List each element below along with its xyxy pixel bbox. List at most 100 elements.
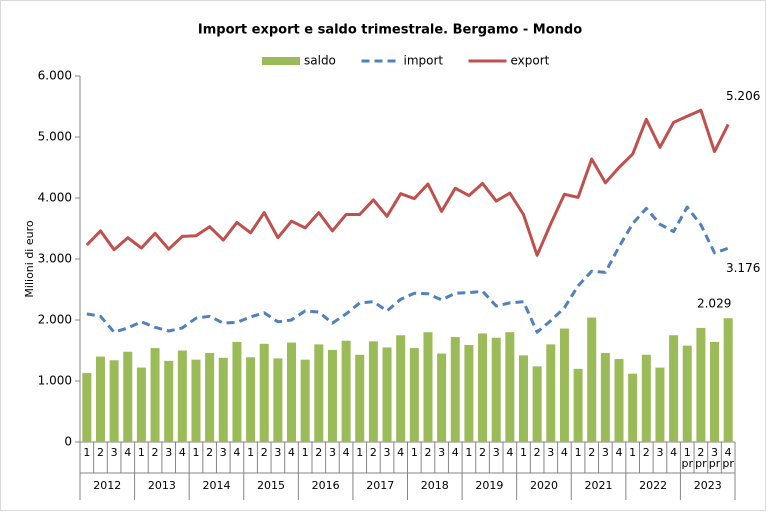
year-label: 2018	[421, 479, 449, 492]
bar	[259, 343, 269, 442]
x-tick-label: 4	[179, 446, 186, 459]
y-tick-label: 3.000	[38, 252, 72, 266]
bar	[164, 360, 174, 442]
x-tick-label-part: 2	[697, 446, 704, 459]
bar	[573, 368, 583, 442]
bar	[478, 333, 488, 442]
x-tick-label: 4	[397, 446, 404, 459]
x-tick-label: 4	[616, 446, 623, 459]
bar	[464, 345, 474, 442]
x-tick-label: 2	[479, 446, 486, 459]
x-tick-label: 1	[356, 446, 363, 459]
bar	[273, 358, 283, 442]
bar	[396, 335, 406, 442]
bar	[505, 332, 515, 442]
bar	[710, 341, 720, 442]
y-tick-label: 0	[64, 435, 72, 449]
bar	[546, 344, 556, 442]
y-tick-label: 6.000	[38, 69, 72, 83]
x-tick-label: 4	[343, 446, 350, 459]
x-tick-label-part: 1	[684, 446, 691, 459]
year-label: 2015	[257, 479, 285, 492]
year-label: 2023	[694, 479, 722, 492]
x-tick-label: 2	[588, 446, 595, 459]
bar	[368, 341, 378, 442]
x-tick-label: 2	[534, 446, 541, 459]
year-label: 2017	[366, 479, 394, 492]
bar	[300, 359, 310, 442]
x-tick-label: 4	[288, 446, 295, 459]
bar	[109, 360, 119, 442]
x-tick-label-part: pr	[722, 457, 734, 470]
legend-label: saldo	[304, 54, 336, 68]
bar	[382, 347, 392, 442]
y-tick-label: 1.000	[38, 374, 72, 388]
bar	[314, 344, 324, 442]
bar	[246, 357, 256, 442]
bar	[559, 328, 569, 442]
x-tick-label: 3	[656, 446, 663, 459]
x-tick-label: 2	[424, 446, 431, 459]
year-label: 2020	[530, 479, 558, 492]
x-tick-label: 1	[411, 446, 418, 459]
x-tick-label: 1	[138, 446, 145, 459]
x-tick-label: 2	[206, 446, 213, 459]
bar	[232, 341, 242, 442]
x-tick-label: 3	[220, 446, 227, 459]
year-label: 2013	[148, 479, 176, 492]
bar	[95, 356, 105, 442]
x-tick-label: 2 pr	[695, 446, 707, 470]
x-tick-label: 3	[547, 446, 554, 459]
bar	[205, 352, 215, 442]
line-series	[85, 108, 730, 257]
bar	[355, 354, 365, 442]
bar	[641, 354, 651, 442]
year-label: 2016	[312, 479, 340, 492]
bar	[450, 337, 460, 442]
x-tick-label: 3	[493, 446, 500, 459]
x-tick-label: 4	[233, 446, 240, 459]
bar	[628, 373, 638, 442]
line-series	[86, 205, 729, 334]
bar	[669, 335, 679, 442]
x-tick-label: 4	[452, 446, 459, 459]
x-tick-label: 4	[124, 446, 131, 459]
x-tick-label: 3	[111, 446, 118, 459]
year-label: 2014	[202, 479, 230, 492]
legend-label: import	[404, 54, 444, 68]
x-tick-label: 1	[465, 446, 472, 459]
x-tick-label: 3	[165, 446, 172, 459]
year-label: 2019	[475, 479, 503, 492]
bar	[655, 367, 665, 442]
data-label: 5.206	[726, 89, 760, 103]
bar	[723, 318, 733, 442]
data-label: 2.029	[697, 297, 731, 311]
y-tick-label: 4.000	[38, 191, 72, 205]
x-tick-label: 1	[629, 446, 636, 459]
bar	[287, 342, 297, 442]
x-tick-label: 4	[561, 446, 568, 459]
x-tick-label: 4 pr	[722, 446, 734, 470]
bar	[437, 353, 447, 442]
x-tick-label: 2	[97, 446, 104, 459]
bar	[136, 367, 146, 442]
data-label: 3.176	[726, 261, 760, 275]
x-tick-label: 4	[670, 446, 677, 459]
x-tick-label: 1	[247, 446, 254, 459]
x-tick-label: 2	[261, 446, 268, 459]
legend-label: export	[511, 54, 550, 68]
bar	[150, 348, 160, 442]
y-axis-label: Milioni di euro	[23, 220, 36, 297]
bar	[423, 332, 433, 442]
x-tick-label: 1	[302, 446, 309, 459]
x-tick-label: 1	[520, 446, 527, 459]
bar	[409, 348, 419, 442]
bar	[341, 340, 351, 442]
bar	[327, 349, 337, 442]
bar	[614, 359, 624, 442]
x-tick-label: 1 pr	[681, 446, 693, 470]
x-tick-label: 3	[602, 446, 609, 459]
y-tick-label: 5.000	[38, 130, 72, 144]
x-tick-label: 1	[192, 446, 199, 459]
